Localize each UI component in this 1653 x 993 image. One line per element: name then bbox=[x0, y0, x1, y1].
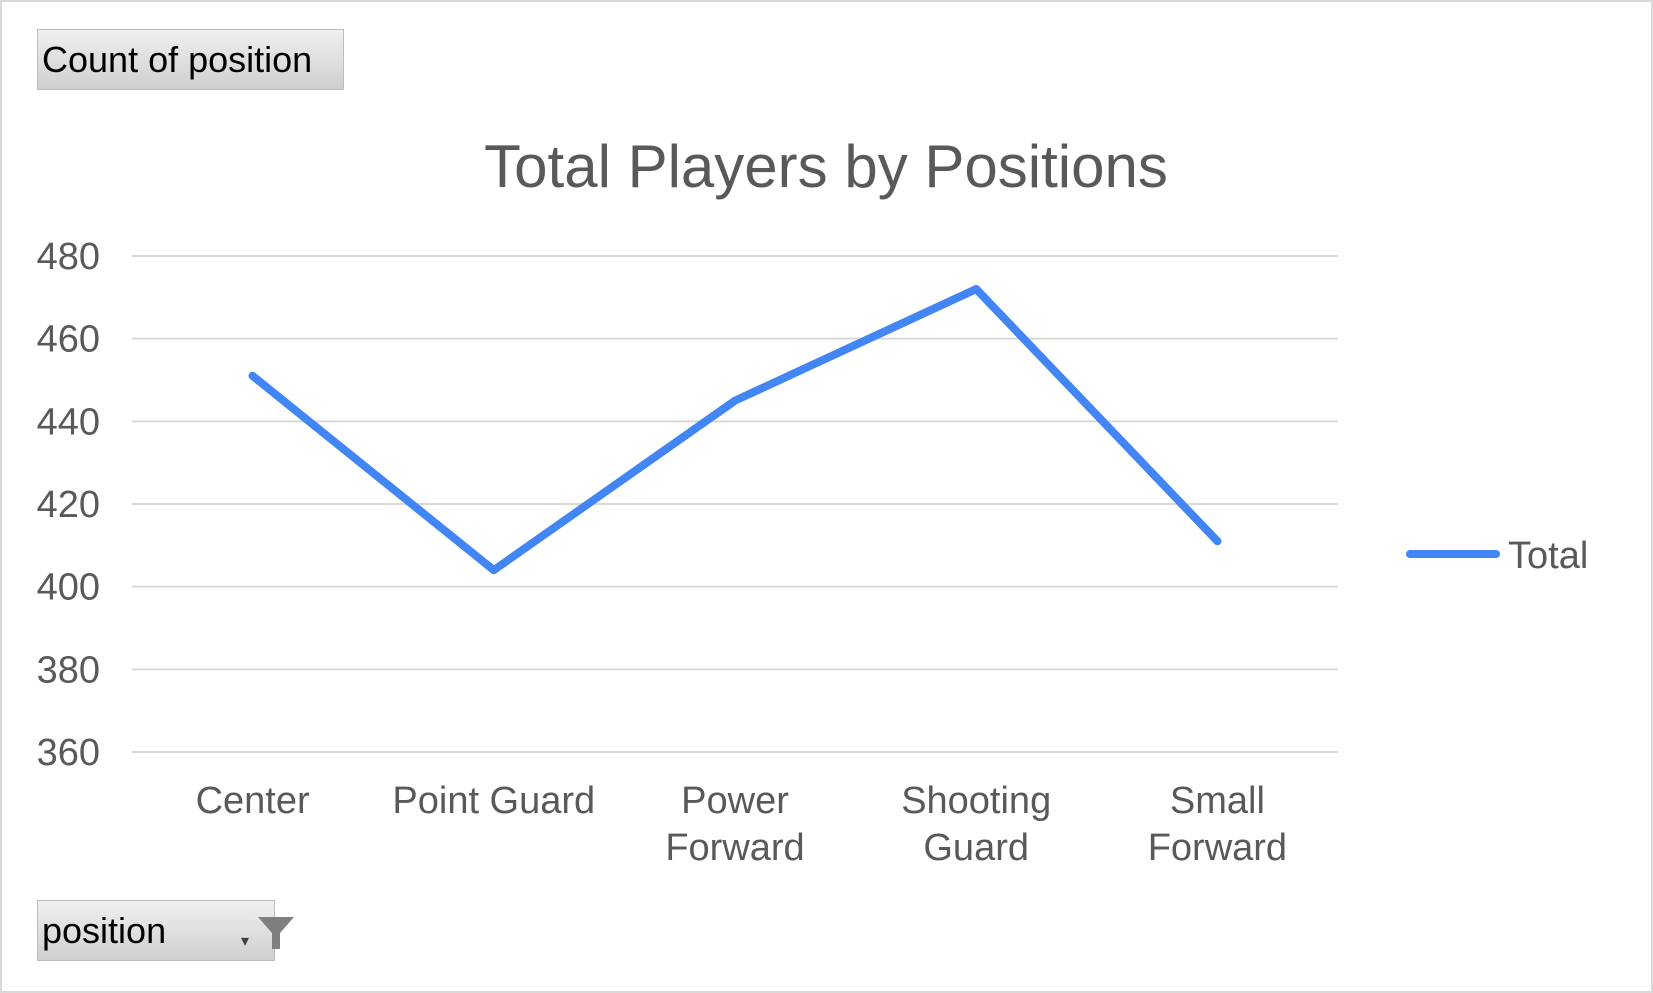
data-point[interactable] bbox=[1213, 537, 1222, 546]
y-tick-label: 400 bbox=[37, 567, 100, 609]
x-tick-label: Power Forward bbox=[665, 780, 804, 869]
data-point[interactable] bbox=[972, 285, 981, 294]
data-point[interactable] bbox=[248, 371, 257, 380]
y-tick-label: 360 bbox=[37, 732, 100, 774]
y-tick-label: 460 bbox=[37, 319, 100, 361]
dropdown-arrow-icon[interactable]: ▾ bbox=[241, 933, 250, 950]
data-point[interactable] bbox=[731, 396, 739, 405]
axis-field-label: position bbox=[42, 909, 167, 951]
x-tick-label: Center bbox=[196, 780, 310, 822]
x-tick-label: Shooting Guard bbox=[901, 780, 1051, 869]
data-point[interactable] bbox=[489, 566, 498, 575]
chart-title: Total Players by Positions bbox=[484, 133, 1168, 200]
gridlines bbox=[132, 255, 1338, 753]
values-field-label: Count of position bbox=[42, 38, 313, 80]
values-field-button[interactable]: Count of position bbox=[37, 29, 344, 90]
y-axis-ticks: 360 380 400 420 440 460 480 bbox=[37, 236, 100, 774]
legend-label-total: Total bbox=[1508, 535, 1588, 577]
x-tick-label: Small Forward bbox=[1148, 780, 1287, 869]
series-line-total[interactable] bbox=[248, 285, 1222, 575]
y-tick-label: 480 bbox=[37, 236, 100, 278]
x-axis-ticks: Center Point Guard Power Forward Shooting Gua… bbox=[196, 780, 1288, 869]
legend[interactable]: Total bbox=[1406, 535, 1588, 577]
series-group bbox=[248, 285, 1222, 575]
x-tick-label: Point Guard bbox=[392, 780, 595, 822]
y-tick-label: 380 bbox=[37, 649, 100, 691]
y-tick-label: 420 bbox=[37, 484, 100, 526]
filter-icon[interactable] bbox=[256, 913, 296, 953]
y-tick-label: 440 bbox=[37, 401, 100, 443]
axis-field-button[interactable]: position ▾ bbox=[37, 900, 294, 961]
